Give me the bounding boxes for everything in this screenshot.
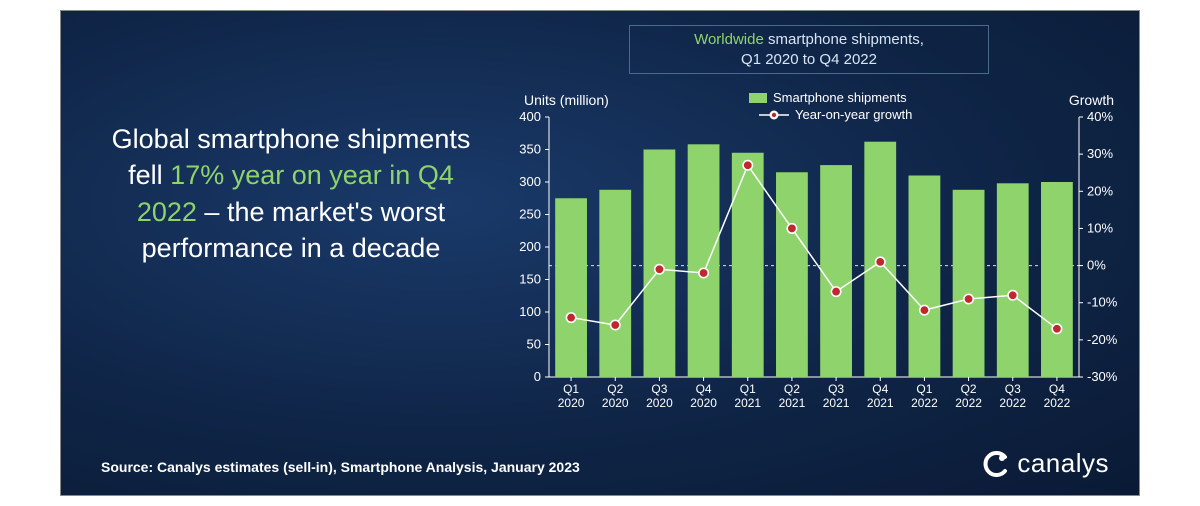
x-tick-y: 2022 — [911, 396, 938, 410]
x-tick-q: Q2 — [961, 382, 977, 396]
left-tick-label: 50 — [527, 337, 541, 352]
bar — [953, 190, 985, 377]
right-tick-label: 40% — [1087, 109, 1113, 124]
bar — [1041, 182, 1073, 377]
left-tick-label: 250 — [519, 207, 541, 222]
title-rest: smartphone shipments, — [764, 31, 924, 48]
canalys-logo-icon — [983, 451, 1009, 477]
chart-card: Worldwide smartphone shipments, Q1 2020 … — [60, 10, 1140, 496]
chart-title-box: Worldwide smartphone shipments, Q1 2020 … — [629, 25, 989, 74]
bar — [776, 172, 808, 377]
bar — [997, 183, 1029, 377]
bar — [688, 144, 720, 377]
left-tick-label: 300 — [519, 174, 541, 189]
bar — [909, 176, 941, 378]
canalys-logo-text: canalys — [1017, 448, 1109, 479]
bar — [599, 190, 631, 377]
x-tick-q: Q3 — [651, 382, 667, 396]
x-tick-y: 2022 — [1044, 396, 1071, 410]
right-tick-label: 0% — [1087, 258, 1106, 273]
x-tick-q: Q3 — [1005, 382, 1021, 396]
x-tick-q: Q2 — [784, 382, 800, 396]
bar — [644, 150, 676, 378]
x-tick-q: Q1 — [740, 382, 756, 396]
x-tick-q: Q4 — [1049, 382, 1065, 396]
x-tick-q: Q3 — [828, 382, 844, 396]
x-tick-q: Q4 — [696, 382, 712, 396]
legend-bar-swatch — [749, 93, 767, 103]
source-text: Source: Canalys estimates (sell-in), Sma… — [101, 459, 580, 475]
right-tick-label: -20% — [1087, 332, 1118, 347]
left-tick-label: 350 — [519, 142, 541, 157]
left-tick-label: 150 — [519, 272, 541, 287]
x-tick-y: 2020 — [690, 396, 717, 410]
right-tick-label: 30% — [1087, 146, 1113, 161]
left-tick-label: 400 — [519, 109, 541, 124]
x-tick-y: 2020 — [602, 396, 629, 410]
left-tick-label: 100 — [519, 304, 541, 319]
shipments-chart: Units (million) Growth Smartphone shipment… — [499, 87, 1129, 447]
left-tick-label: 200 — [519, 239, 541, 254]
right-tick-label: 10% — [1087, 220, 1113, 235]
legend-bar-label: Smartphone shipments — [773, 90, 907, 105]
canalys-logo: canalys — [983, 448, 1109, 479]
x-tick-y: 2020 — [646, 396, 673, 410]
title-worldwide: Worldwide — [694, 31, 764, 48]
x-tick-y: 2021 — [779, 396, 806, 410]
x-tick-y: 2022 — [999, 396, 1026, 410]
x-tick-q: Q2 — [607, 382, 623, 396]
x-tick-y: 2021 — [734, 396, 761, 410]
right-axis-label: Growth — [1069, 92, 1114, 108]
right-tick-label: -30% — [1087, 369, 1118, 384]
headline-text: Global smartphone shipments fell 17% yea… — [111, 121, 471, 267]
x-tick-q: Q1 — [916, 382, 932, 396]
bar — [732, 153, 764, 377]
x-tick-q: Q4 — [872, 382, 888, 396]
right-tick-label: 20% — [1087, 183, 1113, 198]
x-tick-q: Q1 — [563, 382, 579, 396]
left-tick-label: 0 — [534, 369, 541, 384]
legend-line-label: Year-on-year growth — [795, 107, 912, 122]
bar — [820, 165, 852, 377]
right-tick-label: -10% — [1087, 295, 1118, 310]
title-dates: Q1 2020 to Q4 2022 — [741, 51, 877, 68]
x-tick-y: 2021 — [823, 396, 850, 410]
x-tick-y: 2021 — [867, 396, 894, 410]
x-tick-y: 2022 — [955, 396, 982, 410]
bar — [555, 198, 587, 377]
x-tick-y: 2020 — [558, 396, 585, 410]
left-axis-label: Units (million) — [524, 92, 609, 108]
